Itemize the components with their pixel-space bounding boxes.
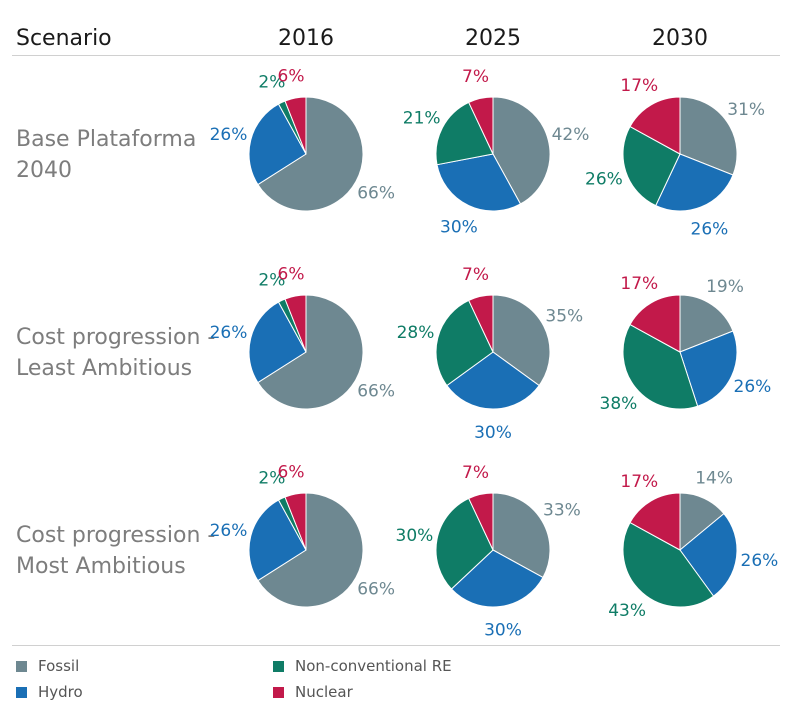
legend-label-non-conventional-re: Non-conventional RE <box>295 657 452 675</box>
pie-slice-fossil-r0-2016 <box>257 96 364 212</box>
pie-label-nuclear-r2-2016: 6% <box>278 462 305 482</box>
year-header-2016: 2016 <box>278 26 334 51</box>
legend-swatch-non-conventional-re <box>273 660 284 672</box>
year-header-2025: 2025 <box>465 26 521 51</box>
pie-label-hydro-r2-2030: 26% <box>741 551 779 571</box>
legend-item-fossil: Fossil <box>16 657 79 675</box>
pie-label-fossil-r2-2016: 66% <box>357 580 395 600</box>
pie-label-nuclear-r2-2030: 17% <box>620 472 658 492</box>
pie-slice-fossil-r2-2025 <box>492 492 551 579</box>
pie-label-fossil-r0-2030: 31% <box>727 100 765 120</box>
pie-slice-nuclear-r1-2016 <box>284 294 307 353</box>
pie-label-hydro-r1-2025: 30% <box>474 423 512 443</box>
pie-slice-hydro-r2-2025 <box>450 549 544 608</box>
pie-label-nuclear-r2-2025: 7% <box>462 463 489 483</box>
legend-divider <box>12 645 780 646</box>
legend-item-non-conventional-re: Non-conventional RE <box>273 657 452 675</box>
pie-slice-non-conventional-re-r2-2025 <box>435 497 494 590</box>
pie-label-hydro-r2-2025: 30% <box>484 620 522 640</box>
legend-swatch-fossil <box>16 660 27 672</box>
pie-slice-non-conventional-re-r1-2025 <box>435 299 494 387</box>
pie-label-hydro-r0-2025: 30% <box>440 217 478 237</box>
pie-label-hydro-r1-2016: 26% <box>210 323 248 343</box>
pie-label-fossil-r0-2016: 66% <box>357 184 395 204</box>
row-label-most-ambitious: Cost progression - Most Ambitious <box>16 523 216 579</box>
pie-label-non-conventional-re-r0-2016: 2% <box>258 73 285 93</box>
pie-label-non-conventional-re-r2-2025: 30% <box>396 526 434 546</box>
row-label-least-ambitious: Cost progression - Least Ambitious <box>16 325 216 381</box>
pie-slice-nuclear-r2-2016 <box>284 492 307 551</box>
pie-label-non-conventional-re-r1-2030: 38% <box>600 394 638 414</box>
legend-item-hydro: Hydro <box>16 683 83 701</box>
pie-slice-nuclear-r2-2025 <box>468 492 494 551</box>
pie-slice-hydro-r1-2030 <box>679 330 738 407</box>
pie-slice-nuclear-r2-2030 <box>629 492 681 551</box>
pie-label-nuclear-r1-2030: 17% <box>620 274 658 294</box>
legend-label-hydro: Hydro <box>38 683 83 701</box>
row-label-base: Base Plataforma 2040 <box>16 127 197 183</box>
pie-slice-nuclear-r0-2025 <box>468 96 494 155</box>
pie-label-nuclear-r1-2025: 7% <box>462 265 489 285</box>
year-header-2030: 2030 <box>652 26 708 51</box>
pie-slice-nuclear-r0-2030 <box>629 96 681 155</box>
pie-label-non-conventional-re-r0-2030: 26% <box>585 170 623 190</box>
pie-slice-hydro-r2-2030 <box>679 512 738 597</box>
pie-slice-hydro-r0-2025 <box>436 153 522 212</box>
legend-swatch-nuclear <box>273 686 284 698</box>
pie-label-hydro-r0-2030: 26% <box>691 219 729 239</box>
pie-label-non-conventional-re-r2-2030: 43% <box>608 601 646 621</box>
pie-label-non-conventional-re-r0-2025: 21% <box>403 109 441 129</box>
scenario-header: Scenario <box>16 26 112 51</box>
pie-label-fossil-r2-2025: 33% <box>543 500 581 520</box>
pie-label-fossil-r0-2025: 42% <box>552 125 590 145</box>
pie-slice-fossil-r0-2025 <box>492 96 551 205</box>
pie-label-nuclear-r0-2025: 7% <box>462 67 489 87</box>
pie-label-fossil-r1-2016: 66% <box>357 382 395 402</box>
pie-slice-fossil-r1-2030 <box>679 294 734 353</box>
pie-slice-hydro-r1-2025 <box>446 351 540 410</box>
pie-slice-hydro-r1-2016 <box>248 301 307 384</box>
pie-slice-fossil-r1-2025 <box>492 294 551 387</box>
pie-slice-hydro-r0-2030 <box>655 153 734 212</box>
pie-slice-nuclear-r0-2016 <box>284 96 307 155</box>
pie-label-fossil-r2-2030: 14% <box>695 469 733 489</box>
pie-label-fossil-r1-2030: 19% <box>706 277 744 297</box>
pie-slice-fossil-r0-2030 <box>679 96 738 176</box>
pie-slice-non-conventional-re-r1-2030 <box>622 323 699 410</box>
legend-swatch-hydro <box>16 686 27 698</box>
pie-slice-fossil-r2-2016 <box>257 492 364 608</box>
pie-slice-non-conventional-re-r0-2025 <box>435 101 494 166</box>
header-divider <box>12 55 780 56</box>
pie-slice-nuclear-r1-2025 <box>468 294 494 353</box>
legend-item-nuclear: Nuclear <box>273 683 353 701</box>
pie-label-hydro-r0-2016: 26% <box>210 125 248 145</box>
pie-label-hydro-r2-2016: 26% <box>210 521 248 541</box>
legend-label-fossil: Fossil <box>38 657 80 675</box>
pie-label-non-conventional-re-r1-2025: 28% <box>397 323 435 343</box>
pie-label-non-conventional-re-r2-2016: 2% <box>258 469 285 489</box>
pie-slice-hydro-r0-2016 <box>248 103 307 186</box>
pie-label-hydro-r1-2030: 26% <box>734 377 772 397</box>
pie-label-nuclear-r1-2016: 6% <box>278 264 305 284</box>
pie-label-nuclear-r0-2016: 6% <box>278 66 305 86</box>
pie-slice-non-conventional-re-r2-2030 <box>622 521 715 608</box>
pie-label-nuclear-r0-2030: 17% <box>620 76 658 96</box>
pie-label-non-conventional-re-r1-2016: 2% <box>258 271 285 291</box>
pie-slice-hydro-r2-2016 <box>248 499 307 582</box>
legend: Fossil Non-conventional RE Hydro Nuclear <box>16 657 576 707</box>
legend-label-nuclear: Nuclear <box>295 683 353 701</box>
pie-slice-nuclear-r1-2030 <box>629 294 681 353</box>
pie-slice-fossil-r1-2016 <box>257 294 364 410</box>
pie-label-fossil-r1-2025: 35% <box>545 307 583 327</box>
